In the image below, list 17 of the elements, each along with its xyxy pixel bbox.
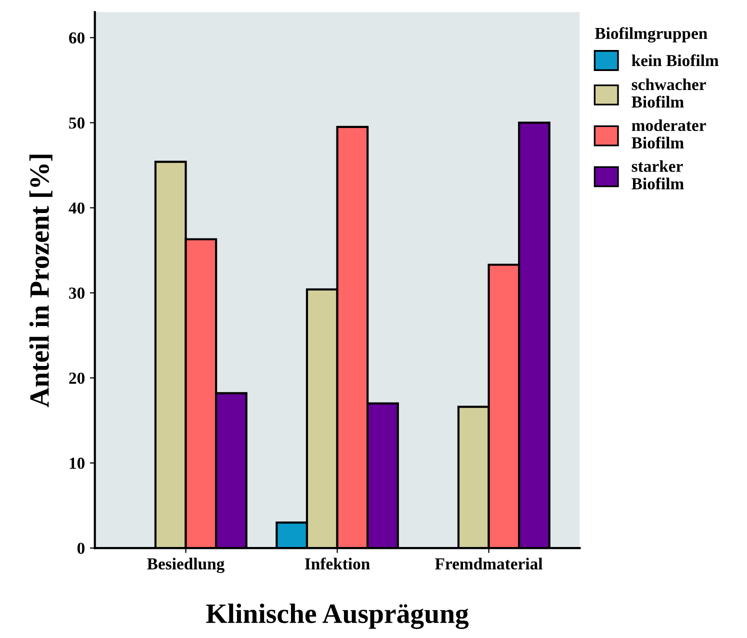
legend-label: moderater Biofilm: [632, 119, 706, 148]
y-axis-title: Anteil in Prozent [%]: [29, 154, 52, 408]
x-tick-label: Fremdmaterial: [435, 558, 542, 570]
legend-label: starker Biofilm: [632, 160, 684, 190]
y-tick-label: 50: [69, 117, 85, 129]
y-tick-label: 60: [69, 32, 85, 44]
legend-title: Biofilmgruppen: [594, 27, 708, 43]
y-tick-label: 30: [69, 288, 85, 299]
x-tick-label: Besiedlung: [147, 558, 225, 574]
legend-label: kein Biofilm: [632, 54, 719, 66]
y-tick-label: 20: [69, 372, 85, 384]
y-tick-label: 40: [68, 202, 85, 214]
y-tick-label: 0: [77, 542, 85, 554]
x-tick-label: Infektion: [304, 558, 370, 570]
legend-label: schwacher Biofilm: [632, 78, 706, 108]
x-axis-title: Klinische Ausprägung: [206, 604, 469, 629]
y-tick-label: 10: [70, 458, 85, 469]
